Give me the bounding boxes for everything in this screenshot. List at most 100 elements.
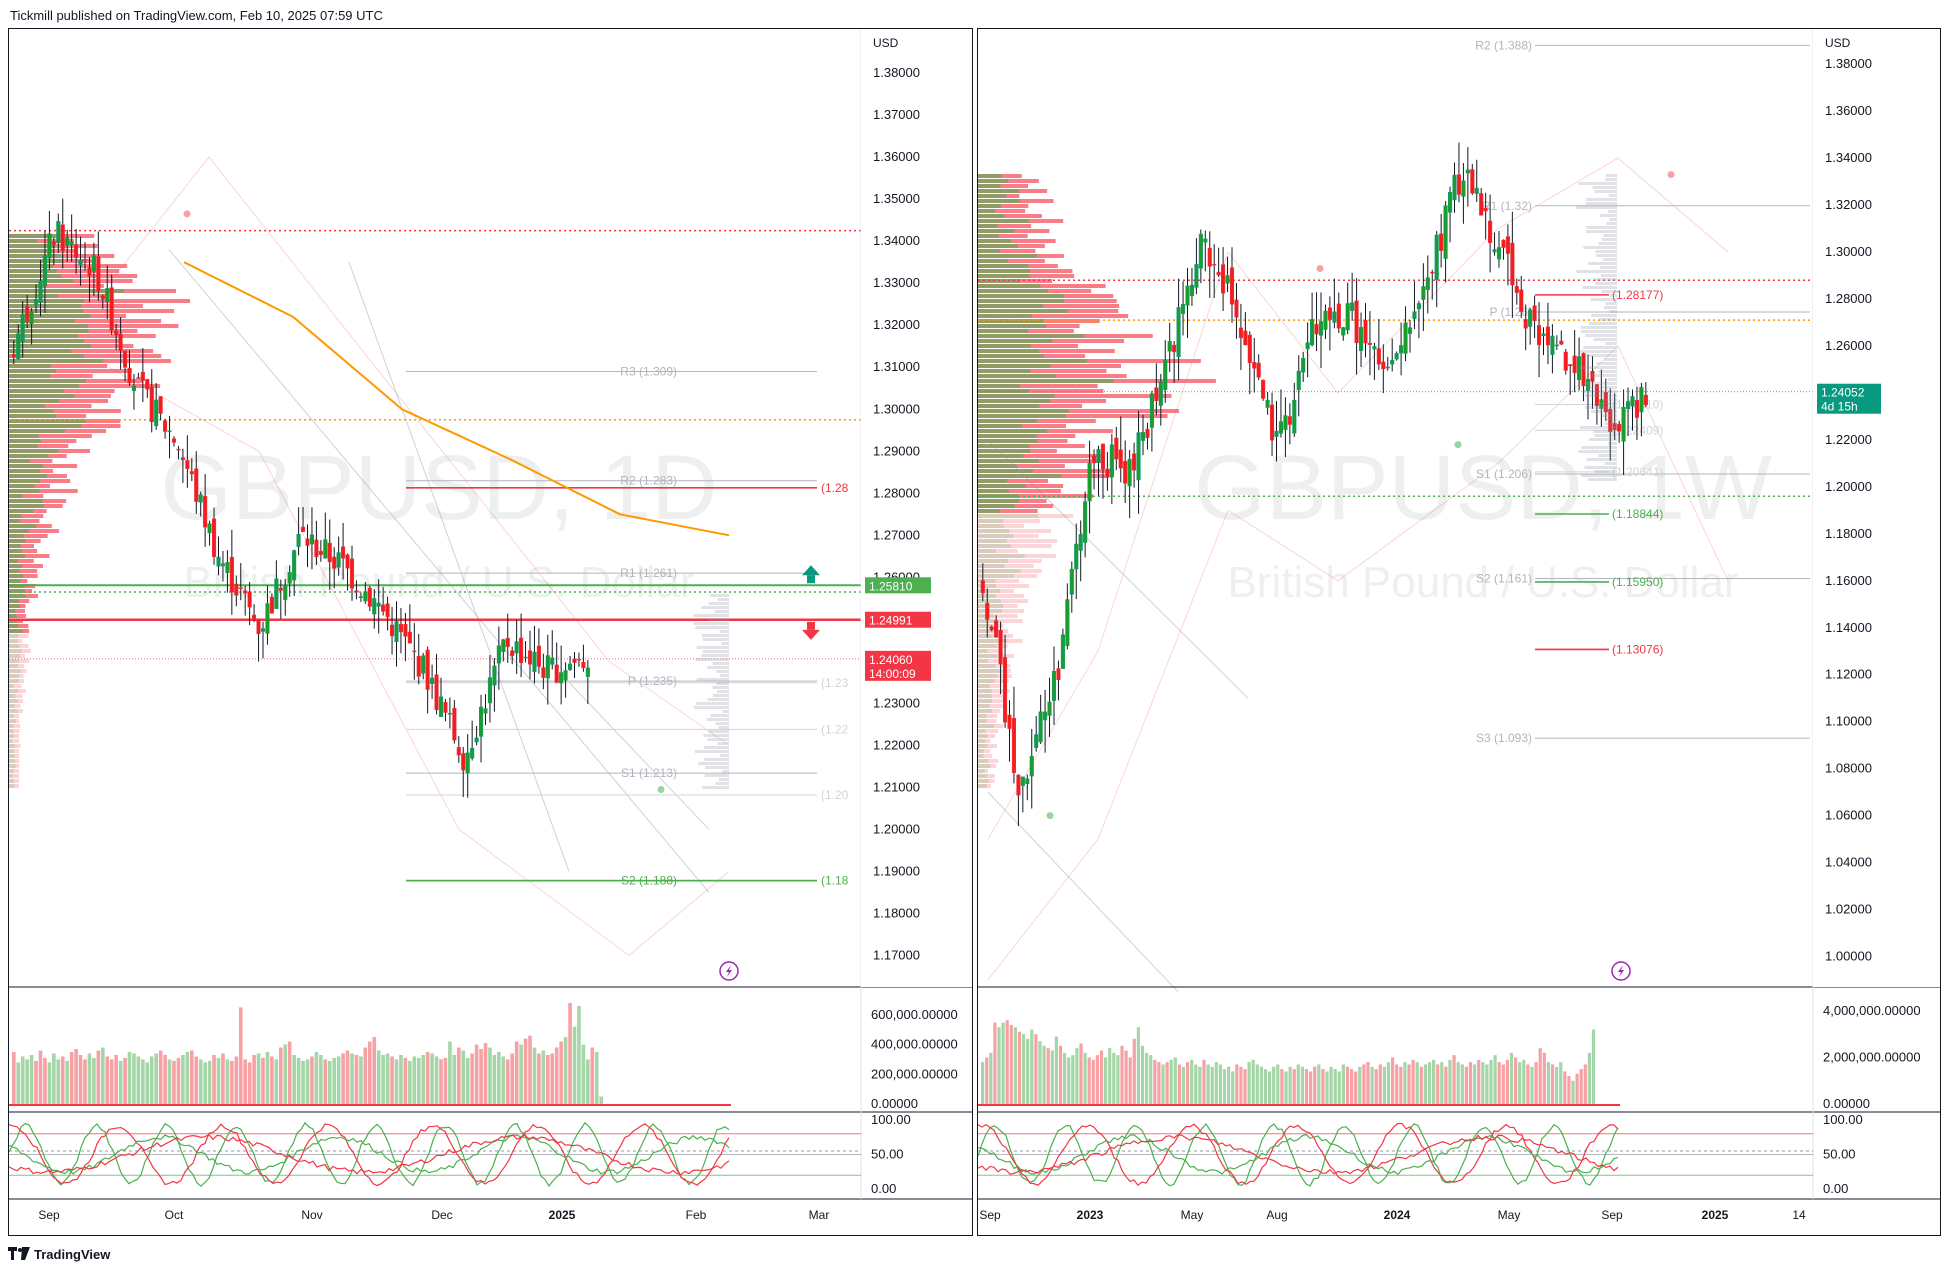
volume-profile-bar	[9, 729, 20, 733]
volume-profile-bar	[978, 719, 987, 723]
volume-bar	[350, 1053, 354, 1104]
session-profile-bar	[1587, 386, 1617, 389]
volume-bar	[1038, 1041, 1042, 1104]
volume-profile-bar	[9, 484, 35, 488]
session-profile-bar	[1598, 370, 1617, 373]
candle-body	[465, 752, 470, 774]
volume-profile-bar	[9, 474, 47, 478]
price-tag-countdown: 14:00:09	[869, 667, 916, 681]
volume-profile-bar	[9, 719, 16, 723]
candle-body	[1528, 309, 1533, 327]
volume-bar	[270, 1056, 274, 1104]
candle-body	[1020, 776, 1025, 786]
candle-body	[185, 460, 190, 469]
volume-profile-bar	[9, 769, 19, 773]
volume-bar	[92, 1057, 96, 1104]
lightning-icon	[719, 961, 739, 981]
price-tick-label: 1.38000	[1825, 56, 1872, 71]
volume-profile-bar	[9, 564, 43, 568]
pivot-levels: R3 (1.309) R2 (1.283) (1.28 R1 (1.261) P (1.…	[406, 364, 849, 888]
volume-bar	[1505, 1059, 1509, 1104]
candle-body	[1314, 323, 1319, 335]
candle-body	[1109, 444, 1114, 478]
volume-profile-bar	[9, 699, 23, 703]
candle-body	[1194, 264, 1199, 288]
candle-body	[1577, 356, 1582, 381]
volume-profile-bar	[978, 579, 996, 583]
candle-body	[421, 655, 426, 674]
candle-body	[163, 420, 168, 432]
candle-body	[1003, 657, 1008, 723]
candle-body	[260, 628, 266, 632]
volume-bar	[514, 1041, 519, 1104]
candle-body	[82, 259, 88, 261]
volume-bar	[1489, 1059, 1493, 1104]
candle-body	[1412, 311, 1417, 319]
price-tick-label: 1.30000	[1825, 244, 1872, 259]
volume-bar	[1583, 1064, 1587, 1104]
candle-body	[1221, 264, 1226, 294]
session-profile-bar	[1596, 362, 1617, 365]
volume-bar	[1239, 1066, 1243, 1104]
session-profile-bar	[695, 702, 729, 705]
volume-bar	[207, 1060, 212, 1104]
volume-profile-bar	[9, 499, 44, 503]
oscillator-line	[9, 1121, 730, 1188]
volume-bar	[1247, 1062, 1251, 1104]
envelope-line	[108, 156, 730, 746]
candle-body	[1461, 180, 1466, 197]
chart-panel-daily[interactable]: GBPUSD, 1D British Pound / U.S. Dollar R3 …	[8, 28, 973, 1236]
candle-body	[1643, 394, 1648, 406]
candle-body	[425, 649, 430, 690]
chart-panel-weekly[interactable]: GBPUSD, 1W British Pound / U.S. Dollar R2 …	[977, 28, 1941, 1236]
price-tick-label: 1.08000	[1825, 761, 1872, 776]
volume-profile-bar	[978, 204, 1029, 208]
footer-brand[interactable]: TradingView	[34, 1247, 111, 1262]
volume-bar	[1329, 1066, 1333, 1104]
session-profile-bar	[1597, 402, 1617, 405]
volume-profile-bar	[9, 319, 75, 323]
candle-body	[487, 677, 492, 704]
volume-profile-bar	[9, 639, 23, 643]
volume-bar	[69, 1051, 74, 1104]
price-tick-label: 1.30000	[873, 401, 920, 416]
volume-profile	[9, 234, 190, 788]
volume-bar	[123, 1057, 127, 1104]
candle-body	[1278, 421, 1283, 434]
candle-body	[1123, 460, 1128, 484]
volume-profile-bar	[978, 234, 1028, 238]
volume-bar	[1419, 1066, 1423, 1104]
volume-bar	[145, 1062, 150, 1104]
candle-body	[1154, 387, 1159, 402]
candle-body	[1634, 399, 1640, 418]
volume-profile-bar	[978, 484, 1026, 488]
volume-profile-bar	[9, 614, 26, 618]
session-profile-bar	[1609, 218, 1617, 221]
price-tick-label: 1.28000	[1825, 291, 1872, 306]
publish-info: Tickmill published on TradingView.com, F…	[10, 8, 383, 23]
volume-profile-bar	[9, 254, 61, 258]
tradingview-logo-icon[interactable]	[8, 1247, 30, 1261]
volume-profile-bar	[978, 604, 1004, 608]
candle-body	[461, 753, 466, 771]
candle-body	[496, 645, 501, 664]
volume-bar	[532, 1047, 537, 1104]
volume-profile-bar	[978, 224, 1032, 228]
session-profile-bar	[706, 718, 729, 721]
candle-body	[327, 542, 332, 563]
volume-profile-bar	[978, 359, 1201, 363]
signal-dot	[1667, 171, 1675, 179]
chart-svg-weekly[interactable]: GBPUSD, 1W British Pound / U.S. Dollar R2 …	[978, 29, 1940, 1235]
volume-profile-bar	[978, 659, 988, 663]
volume-bar	[1559, 1062, 1563, 1104]
volume-profile-bar	[9, 574, 24, 578]
candle-body	[1474, 187, 1479, 194]
volume-bar	[1423, 1064, 1427, 1104]
price-tick-label: 1.02000	[1825, 902, 1872, 917]
candle-body	[510, 650, 515, 657]
volume-profile-bar	[9, 264, 128, 268]
volume-bar	[546, 1054, 550, 1104]
candle-body	[541, 667, 546, 678]
volume-profile-bar	[978, 204, 1002, 208]
